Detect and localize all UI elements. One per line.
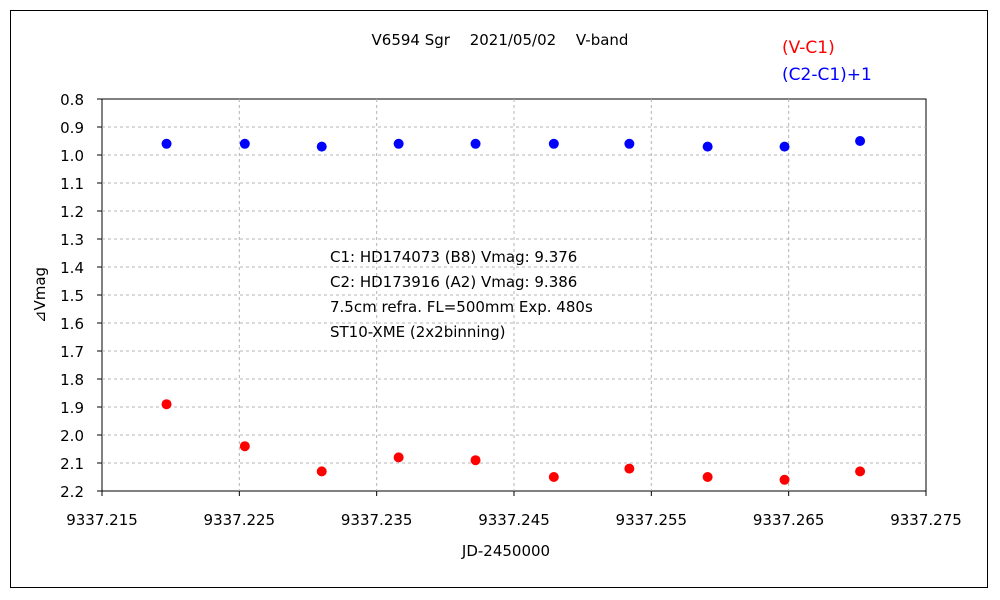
x-tick-label: 9337.235 — [341, 511, 413, 529]
x-axis-label: JD-2450000 — [461, 542, 550, 560]
data-point — [161, 399, 172, 410]
data-point — [393, 138, 404, 149]
data-point — [470, 455, 481, 466]
legend-entry-c2-c1: (C2-C1)+1 — [782, 65, 872, 85]
series-c2-c1 — [161, 136, 866, 152]
chart-title: V6594 Sgr 2021/05/02 V-band — [372, 31, 629, 49]
x-tick-label: 9337.245 — [478, 511, 550, 529]
y-tick-label: 1.8 — [60, 371, 84, 389]
y-tick-label: 1.1 — [60, 175, 84, 193]
annotation-c1: C1: HD174073 (B8) Vmag: 9.376 — [330, 248, 577, 266]
data-point — [855, 136, 866, 146]
y-tick-label: 0.9 — [60, 119, 84, 137]
data-point — [548, 472, 559, 482]
x-tick-label: 9337.215 — [66, 511, 138, 529]
y-tick-label: 1.3 — [60, 231, 84, 249]
data-point — [316, 141, 327, 152]
annotation-camera: ST10-XME (2x2binning) — [330, 323, 505, 341]
y-tick-label: 1.6 — [60, 315, 84, 333]
y-tick-label: 1.0 — [60, 147, 84, 165]
annotation-block: C1: HD174073 (B8) Vmag: 9.376 C2: HD1739… — [330, 248, 593, 341]
x-tick-label: 9337.255 — [616, 511, 688, 529]
y-tick-label: 1.4 — [60, 259, 84, 277]
data-point — [779, 474, 790, 485]
chart-frame — [10, 10, 988, 588]
y-tick-labels: 0.8 0.9 1.0 1.1 1.2 1.3 1.4 1.5 1.6 1.7 1.8 1.9 2.0 2… — [60, 91, 84, 501]
data-point — [316, 466, 327, 477]
annotation-c2: C2: HD173916 (A2) Vmag: 9.386 — [330, 273, 577, 291]
data-point — [239, 441, 250, 452]
grid-lines — [97, 98, 927, 496]
data-point — [393, 452, 404, 463]
x-tick-label: 9337.225 — [204, 511, 276, 529]
y-tick-label: 2.2 — [60, 483, 84, 501]
data-point — [470, 138, 481, 149]
x-tick-labels: 9337.215 9337.225 9337.235 9337.245 9337.255… — [66, 511, 962, 529]
y-tick-label: 1.2 — [60, 203, 84, 221]
data-point — [624, 463, 635, 474]
y-tick-label: 2.1 — [60, 455, 84, 473]
x-tick-label: 9337.275 — [890, 511, 962, 529]
data-point — [779, 141, 790, 152]
plot-area — [101, 98, 927, 492]
y-tick-label: 1.5 — [60, 287, 84, 305]
data-point — [702, 472, 713, 482]
data-point — [624, 138, 635, 149]
legend-entry-v-c1: (V-C1) — [782, 38, 835, 58]
data-points — [161, 136, 866, 485]
y-tick-label: 1.7 — [60, 343, 84, 361]
x-tick-label: 9337.265 — [753, 511, 825, 529]
y-tick-label: 1.9 — [60, 399, 84, 417]
y-tick-label: 2.0 — [60, 427, 84, 445]
y-axis-label: ⊿Vmag — [31, 267, 49, 323]
data-point — [548, 138, 559, 149]
data-point — [855, 466, 866, 477]
series-v-c1 — [161, 399, 866, 485]
data-point — [702, 141, 713, 152]
data-point — [239, 138, 250, 149]
y-tick-label: 0.8 — [60, 91, 84, 109]
annotation-telescope: 7.5cm refra. FL=500mm Exp. 480s — [330, 298, 593, 316]
data-point — [161, 138, 172, 149]
